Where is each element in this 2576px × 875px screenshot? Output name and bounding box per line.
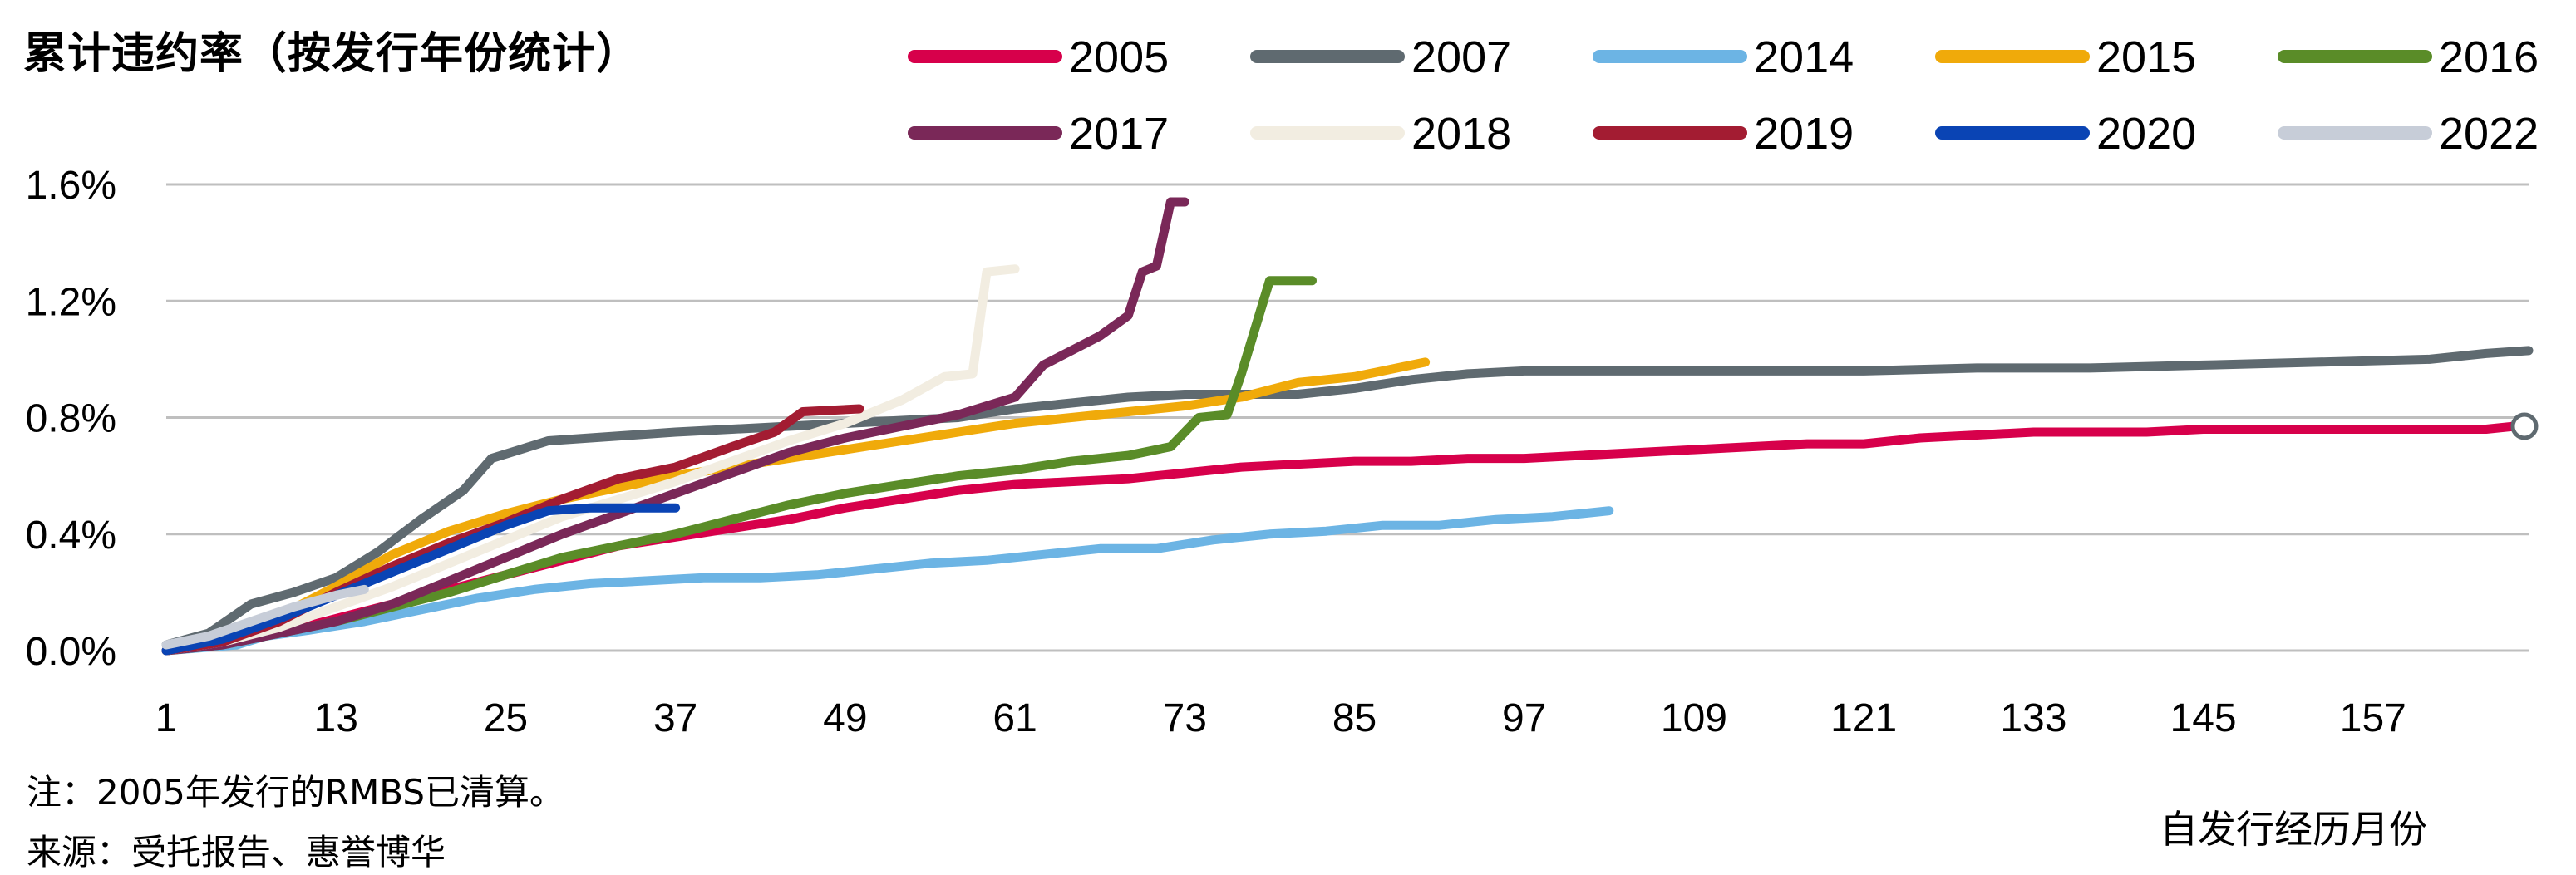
legend-label-2014: 2014 [1754,32,1854,82]
x-tick-label: 97 [1502,696,1546,740]
y-tick-label: 0.8% [26,397,116,441]
series-line-2018 [161,264,1020,656]
end-point-marker [2510,412,2539,440]
x-axis-ticks: 1 13 25 37 49 61 73 85 97 109 121 133 145 157 [155,696,2406,740]
x-tick-label: 61 [992,696,1037,740]
y-tick-label: 0.4% [26,514,116,558]
series-line-2007 [161,346,2534,650]
x-tick-label: 37 [653,696,697,740]
y-tick-label: 1.2% [26,280,116,324]
x-tick-label: 1 [155,696,178,740]
x-tick-label: 49 [823,696,867,740]
y-axis-ticks: 0.0% 0.4% 0.8% 1.2% 1.6% [26,164,116,674]
series-line-2015 [161,357,1431,656]
y-tick-label: 0.0% [26,630,116,674]
series-line-2020 [161,503,681,656]
x-tick-label: 85 [1332,696,1377,740]
legend-label-2019: 2019 [1754,109,1854,159]
x-tick-label: 109 [1661,696,1727,740]
legend-label-2017: 2017 [1069,109,1169,159]
footnote: 注：2005年发行的RMBS已清算。 [27,772,565,813]
chart-title: 累计违约率（按发行年份统计） [23,29,641,79]
x-tick-label: 133 [2000,696,2066,740]
legend-label-2020: 2020 [2096,109,2196,159]
series-line-2022 [161,584,369,650]
x-tick-label: 121 [1830,696,1897,740]
gridlines [166,183,2529,652]
legend-label-2022: 2022 [2439,109,2539,159]
legend-label-2005: 2005 [1069,32,1169,82]
y-tick-label: 1.6% [26,164,116,208]
end-marker [2510,412,2539,440]
series-lines [161,197,2534,656]
x-tick-label: 73 [1163,696,1207,740]
x-axis-label: 自发行经历月份 [2160,807,2427,852]
series-line-2014 [161,506,1614,656]
x-tick-label: 13 [314,696,358,740]
series-line-2017 [161,197,1189,656]
legend-label-2016: 2016 [2439,32,2539,82]
x-tick-label: 25 [484,696,528,740]
x-tick-label: 157 [2340,696,2406,740]
legend-label-2007: 2007 [1411,32,1511,82]
source-note: 来源：受托报告、惠誉博华 [27,832,446,873]
legend: 2005 2007 2014 2015 2016 2017 2018 2019 2020 2022 [908,32,2539,159]
legend-label-2018: 2018 [1411,109,1511,159]
legend-label-2015: 2015 [2096,32,2196,82]
x-tick-label: 145 [2170,696,2237,740]
